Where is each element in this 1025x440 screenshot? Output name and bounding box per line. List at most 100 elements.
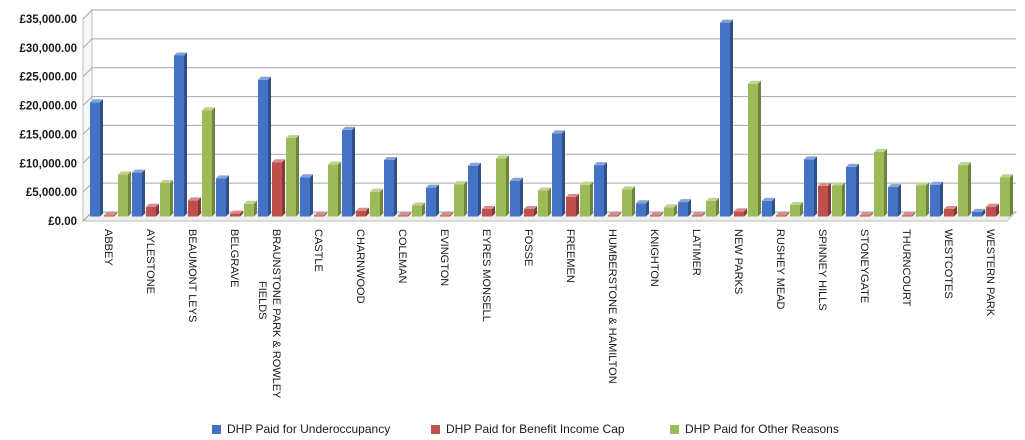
- bar-dhp-paid-for-other-reasons-fosse: [538, 190, 548, 217]
- bar-dhp-paid-for-benefit-income-cap-coleman-top: [398, 212, 411, 216]
- bar-dhp-paid-for-benefit-income-cap-evington-top: [440, 212, 453, 216]
- bar-dhp-paid-for-other-reasons-western-park-side: [1010, 174, 1013, 217]
- bar-dhp-paid-for-underoccupancy-freemen: [552, 133, 562, 217]
- bar-dhp-paid-for-other-reasons-spinney-hills-side: [842, 182, 845, 217]
- bar-dhp-paid-for-underoccupancy-rushey-mead: [762, 200, 772, 217]
- bar-dhp-paid-for-underoccupancy-rushey-mead-top: [762, 197, 775, 201]
- bar-dhp-paid-for-benefit-income-cap-braunstone-park-and-rowley-fields-top: [272, 159, 285, 163]
- bar-dhp-paid-for-benefit-income-cap-latimer: [692, 215, 702, 217]
- bar-dhp-paid-for-other-reasons-humberstone-and-hamilton-side: [632, 186, 635, 217]
- bar-dhp-paid-for-other-reasons-latimer: [706, 200, 716, 217]
- bar-dhp-paid-for-underoccupancy-latimer-top: [678, 199, 691, 203]
- bar-dhp-paid-for-underoccupancy-rushey-mead-side: [772, 197, 775, 217]
- bar-dhp-paid-for-underoccupancy-evington-top: [426, 184, 439, 188]
- legend-swatch-benefit-cap: [431, 424, 440, 434]
- bar-dhp-paid-for-other-reasons-western-park-top: [1000, 174, 1013, 178]
- x-tick-label-abbey: ABBEY: [102, 229, 114, 266]
- bar-dhp-paid-for-underoccupancy-humberstone-and-hamilton-side: [604, 162, 607, 217]
- bar-dhp-paid-for-underoccupancy-western-park-top: [972, 208, 985, 212]
- bar-dhp-paid-for-other-reasons-freemen-top: [580, 181, 593, 185]
- bar-dhp-paid-for-benefit-income-cap-eyres-monsell: [482, 208, 492, 217]
- bar-dhp-paid-for-benefit-income-cap-spinney-hills-side: [828, 182, 831, 217]
- bar-dhp-paid-for-benefit-income-cap-new-parks-top: [734, 208, 747, 212]
- x-tick-label-rushey-mead: RUSHEY MEAD: [774, 229, 786, 310]
- bar-dhp-paid-for-other-reasons-castle: [328, 164, 338, 217]
- bar-dhp-paid-for-benefit-income-cap-aylestone: [146, 206, 156, 217]
- bar-dhp-paid-for-underoccupancy-western-park: [972, 211, 982, 217]
- bar-dhp-paid-for-other-reasons-belgrave: [244, 203, 254, 217]
- legend-label-other-reasons: DHP Paid for Other Reasons: [685, 422, 839, 436]
- bar-dhp-paid-for-other-reasons-castle-top: [328, 161, 341, 165]
- bar-dhp-paid-for-benefit-income-cap-castle-top: [314, 212, 327, 216]
- bar-dhp-paid-for-other-reasons-eyres-monsell-side: [506, 155, 509, 217]
- bar-dhp-paid-for-underoccupancy-abbey-top: [90, 99, 103, 103]
- x-tick-label-westcotes: WESTCOTES: [942, 229, 954, 299]
- bar-dhp-paid-for-underoccupancy-fosse-side: [520, 177, 523, 217]
- bar-dhp-paid-for-underoccupancy-charnwood-top: [342, 126, 355, 130]
- bar-dhp-paid-for-underoccupancy-belgrave-top: [216, 175, 229, 179]
- bar-dhp-paid-for-underoccupancy-knighton: [636, 203, 646, 217]
- x-tick-label-evington: EVINGTON: [438, 229, 450, 286]
- bar-dhp-paid-for-underoccupancy-coleman-top: [384, 156, 397, 160]
- legend-swatch-underoccupancy: [212, 424, 221, 434]
- bar-dhp-paid-for-other-reasons-charnwood-side: [380, 188, 383, 217]
- bar-dhp-paid-for-benefit-income-cap-evington: [440, 215, 450, 217]
- bar-chart: £0.00 £5,000.00 £10,000.00 £15,000.00 £20,00…: [19, 8, 1018, 399]
- bar-dhp-paid-for-underoccupancy-knighton-side: [646, 200, 649, 217]
- bar-dhp-paid-for-benefit-income-cap-humberstone-and-hamilton-side: [618, 212, 621, 217]
- bar-dhp-paid-for-other-reasons-stoneygate-top: [874, 148, 887, 152]
- bar-dhp-paid-for-other-reasons-rushey-mead-side: [800, 201, 803, 217]
- bar-dhp-paid-for-other-reasons-spinney-hills: [832, 185, 842, 217]
- y-tick-label: £10,000.00: [19, 158, 77, 170]
- bar-dhp-paid-for-underoccupancy-thurncourt-side: [898, 184, 901, 217]
- bar-dhp-paid-for-benefit-income-cap-latimer-top: [692, 212, 705, 216]
- bar-dhp-paid-for-underoccupancy-braunstone-park-and-rowley-fields-top: [258, 76, 271, 80]
- bar-dhp-paid-for-underoccupancy-castle-top: [300, 174, 313, 178]
- bar-dhp-paid-for-other-reasons-coleman: [412, 205, 422, 217]
- x-tick-label-fosse: FOSSE: [522, 229, 534, 266]
- gridline: [82, 96, 1016, 106]
- bar-dhp-paid-for-underoccupancy-spinney-hills-side: [814, 156, 817, 217]
- bar-dhp-paid-for-underoccupancy-beaumont-leys: [174, 55, 184, 217]
- bar-dhp-paid-for-other-reasons-knighton-side: [674, 204, 677, 217]
- bar-dhp-paid-for-other-reasons-charnwood: [370, 191, 380, 217]
- bar-dhp-paid-for-benefit-income-cap-western-park: [986, 206, 996, 217]
- bar-dhp-paid-for-benefit-income-cap-braunstone-park-and-rowley-fields: [272, 162, 282, 217]
- bar-dhp-paid-for-benefit-income-cap-westcotes-side: [954, 205, 957, 217]
- legend-swatch-other-reasons: [670, 424, 679, 434]
- x-tick-label-spinney-hills: SPINNEY HILLS: [816, 229, 828, 311]
- bar-dhp-paid-for-benefit-income-cap-evington-side: [450, 212, 453, 217]
- x-tick-label-eyres-monsell: EYRES MONSELL: [480, 229, 492, 322]
- bar-dhp-paid-for-other-reasons-eyres-monsell-top: [496, 155, 509, 159]
- x-tick-label-humberstone-and-hamilton: HUMBERSTONE & HAMILTON: [606, 229, 618, 384]
- bar-dhp-paid-for-underoccupancy-evington: [426, 187, 436, 217]
- bar-dhp-paid-for-other-reasons-abbey-top: [118, 171, 131, 175]
- bar-dhp-paid-for-benefit-income-cap-braunstone-park-and-rowley-fields-side: [282, 159, 285, 217]
- y-tick-label: £35,000.00: [19, 14, 77, 26]
- bar-dhp-paid-for-other-reasons-fosse-top: [538, 187, 551, 191]
- bar-dhp-paid-for-benefit-income-cap-charnwood-side: [366, 207, 369, 217]
- bar-dhp-paid-for-other-reasons-aylestone: [160, 183, 170, 217]
- bar-dhp-paid-for-other-reasons-thurncourt: [916, 185, 926, 217]
- y-tick-label: £30,000.00: [19, 43, 77, 55]
- bar-dhp-paid-for-underoccupancy-abbey: [90, 102, 100, 217]
- bar-dhp-paid-for-underoccupancy-belgrave-side: [226, 175, 229, 217]
- bar-dhp-paid-for-other-reasons-aylestone-side: [170, 180, 173, 217]
- bar-dhp-paid-for-benefit-income-cap-abbey-top: [104, 212, 117, 216]
- bar-dhp-paid-for-benefit-income-cap-fosse-top: [524, 205, 537, 209]
- bar-dhp-paid-for-benefit-income-cap-westcotes: [944, 208, 954, 217]
- bar-dhp-paid-for-benefit-income-cap-thurncourt-top: [902, 212, 915, 216]
- y-tick-label: £25,000.00: [19, 72, 77, 84]
- bar-dhp-paid-for-benefit-income-cap-coleman: [398, 215, 408, 217]
- bar-dhp-paid-for-benefit-income-cap-eyres-monsell-top: [482, 205, 495, 209]
- bar-dhp-paid-for-benefit-income-cap-new-parks: [734, 211, 744, 217]
- x-tick-label-aylestone: AYLESTONE: [144, 229, 156, 294]
- bar-dhp-paid-for-other-reasons-rushey-mead-top: [790, 201, 803, 205]
- x-tick-label-coleman: COLEMAN: [396, 229, 408, 283]
- bar-dhp-paid-for-benefit-income-cap-western-park-side: [996, 203, 999, 217]
- bar-dhp-paid-for-underoccupancy-humberstone-and-hamilton-top: [594, 162, 607, 166]
- x-tick-label-beaumont-leys: BEAUMONT LEYS: [186, 229, 198, 322]
- bar-dhp-paid-for-underoccupancy-castle-side: [310, 174, 313, 217]
- bar-dhp-paid-for-underoccupancy-coleman: [384, 159, 394, 217]
- bar-dhp-paid-for-benefit-income-cap-belgrave: [230, 213, 240, 217]
